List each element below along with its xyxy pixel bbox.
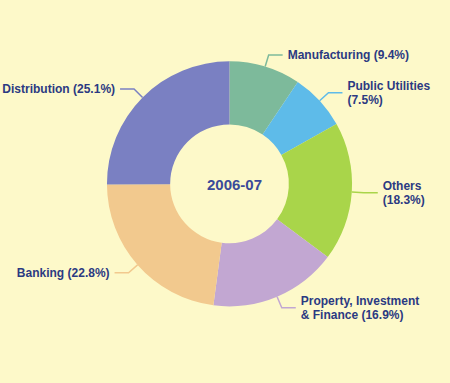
svg-text:Distribution (25.1%): Distribution (25.1%) (2, 82, 115, 96)
svg-text:(7.5%): (7.5%) (347, 93, 382, 107)
svg-text:& Finance (16.9%): & Finance (16.9%) (301, 308, 404, 322)
svg-text:2006-07: 2006-07 (207, 176, 262, 193)
svg-text:Public Utilities: Public Utilities (347, 79, 433, 93)
svg-text:Property, Investment: Property, Investment (301, 294, 423, 308)
svg-text:(18.3%): (18.3%) (383, 193, 425, 207)
svg-text:Manufacturing (9.4%): Manufacturing (9.4%) (288, 48, 409, 62)
svg-text:Banking (22.8%): Banking (22.8%) (17, 266, 110, 280)
svg-text:Others: Others (383, 179, 425, 193)
